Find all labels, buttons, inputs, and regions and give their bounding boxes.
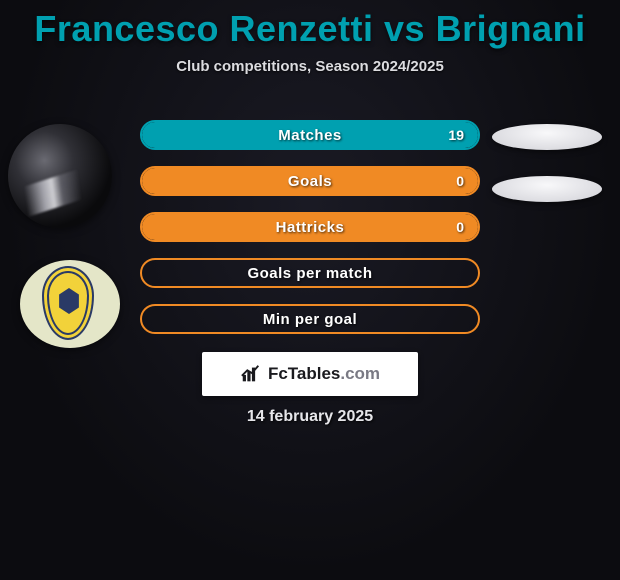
stat-row-matches: Matches 19 xyxy=(140,120,480,150)
stat-value-left: 0 xyxy=(456,173,464,189)
comparison-card: Francesco Renzetti vs Brignani Club comp… xyxy=(0,0,620,580)
brand-badge: FcTables.com xyxy=(202,352,418,396)
right-comparison-ovals xyxy=(492,124,602,228)
stat-label: Hattricks xyxy=(276,219,345,236)
stat-row-goals: Goals 0 xyxy=(140,166,480,196)
page-title: Francesco Renzetti vs Brignani xyxy=(0,0,620,50)
player-right-club-badge xyxy=(20,260,120,348)
stat-row-goals_per_match: Goals per match xyxy=(140,258,480,288)
comparison-oval xyxy=(492,176,602,202)
stat-label: Matches xyxy=(278,127,342,144)
stats-rows: Matches 19 Goals 0 Hattricks 0 Goals per match… xyxy=(140,120,480,350)
stat-row-hattricks: Hattricks 0 xyxy=(140,212,480,242)
player-left-avatar xyxy=(8,124,112,228)
date-text: 14 february 2025 xyxy=(0,408,620,426)
bar-chart-icon xyxy=(240,363,262,385)
subtitle: Club competitions, Season 2024/2025 xyxy=(0,58,620,75)
stat-value-left: 19 xyxy=(448,127,464,143)
comparison-oval xyxy=(492,124,602,150)
stat-label: Goals xyxy=(288,173,332,190)
stat-row-min_per_goal: Min per goal xyxy=(140,304,480,334)
stat-label: Goals per match xyxy=(247,265,372,282)
stat-value-left: 0 xyxy=(456,219,464,235)
brand-name: FcTables xyxy=(268,364,340,383)
brand-text: FcTables.com xyxy=(268,364,380,384)
brand-suffix: .com xyxy=(340,364,380,383)
club-shield-icon xyxy=(42,266,94,340)
stat-label: Min per goal xyxy=(263,311,357,328)
